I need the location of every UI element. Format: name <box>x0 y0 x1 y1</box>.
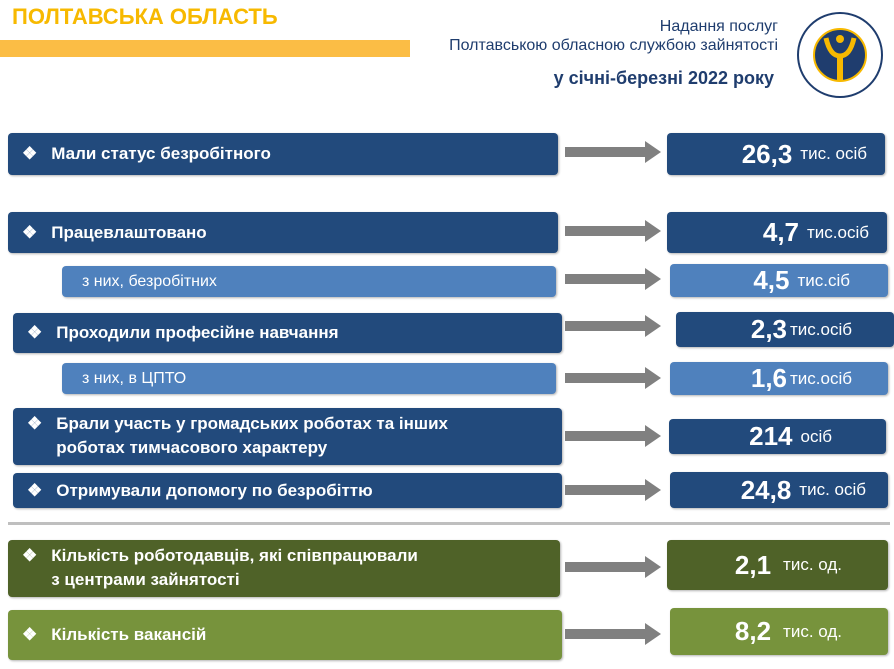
bullet-icon: ❖ <box>22 144 38 163</box>
period: у січні-березні 2022 року <box>553 68 774 88</box>
stat-label-employed: ❖ Працевлаштовано <box>8 212 558 253</box>
value-number: 24,8 <box>740 474 792 505</box>
bullet-icon: ❖ <box>27 323 43 342</box>
value-number: 26,3 <box>741 138 793 169</box>
value-unit: тис.осіб <box>790 368 852 388</box>
label-text: Мали статус безробітного <box>51 144 271 163</box>
stat-value-employers: 2,1 тис. од. <box>667 540 888 590</box>
stat-label-benefits: ❖ Отримували допомогу по безробіттю <box>13 473 562 508</box>
value-unit: тис. од. <box>783 555 842 574</box>
arrow-right-icon <box>565 268 661 290</box>
label-text: Працевлаштовано <box>51 222 207 242</box>
value-number: 2,3 <box>750 314 788 344</box>
label-text: Отримували допомогу по безробіттю <box>56 480 373 500</box>
label-text: з них, в ЦПТО <box>82 369 187 387</box>
stat-label-training-cpto: з них, в ЦПТО <box>62 363 556 394</box>
page-title: ПОЛТАВСЬКА ОБЛАСТЬ <box>12 4 278 29</box>
bullet-icon: ❖ <box>22 222 38 242</box>
stat-label-public-works: ❖ Брали участь у громадських роботах та і… <box>13 408 562 465</box>
arrow-right-icon <box>565 367 661 389</box>
value-number: 8,2 <box>734 616 772 646</box>
bullet-icon: ❖ <box>22 625 38 644</box>
label-line2: роботах тимчасового характеру <box>56 438 328 457</box>
arrow-right-icon <box>565 425 661 447</box>
label-text: з них, безробітних <box>82 272 217 290</box>
value-unit: тис. од. <box>783 621 842 641</box>
subtitle-line2: Полтавською обласною службою зайнятості <box>449 37 778 54</box>
stat-value-unemployed-status: 26,3 тис. осіб <box>667 133 885 175</box>
value-unit: тис.осіб <box>807 222 869 242</box>
label-line2: з центрами зайнятості <box>51 570 240 589</box>
stat-label-unemployed-status: ❖ Мали статус безробітного <box>8 133 558 175</box>
value-unit: осіб <box>800 426 832 446</box>
arrow-right-icon <box>565 556 661 578</box>
value-number: 214 <box>749 421 793 451</box>
value-number: 4,7 <box>762 217 800 247</box>
section-divider <box>8 522 890 525</box>
label-line1: Кількість роботодавців, які співпрацювал… <box>51 546 418 565</box>
employment-service-logo-icon <box>797 12 883 98</box>
stat-label-employed-unemployed: з них, безробітних <box>62 266 556 297</box>
value-unit: тис. осіб <box>799 480 866 499</box>
label-text: Кількість роботодавців, які співпрацювал… <box>51 544 418 592</box>
stat-label-vacancies: ❖ Кількість вакансій <box>8 610 562 660</box>
stat-value-employed: 4,7 тис.осіб <box>667 212 887 253</box>
label-text: Проходили професійне навчання <box>56 323 339 342</box>
value-unit: тис.осіб <box>790 319 852 339</box>
value-number: 2,1 <box>734 549 772 580</box>
arrow-right-icon <box>565 220 661 242</box>
arrow-right-icon <box>565 479 661 501</box>
stat-value-employed-unemployed: 4,5 тис.сіб <box>670 264 888 297</box>
arrow-right-icon <box>565 623 661 645</box>
value-number: 4,5 <box>753 265 790 295</box>
label-line1: Брали участь у громадських роботах та ін… <box>56 414 448 433</box>
bullet-icon: ❖ <box>27 480 43 500</box>
stat-value-vacancies: 8,2 тис. од. <box>670 608 888 655</box>
stat-value-training: 2,3 тис.осіб <box>676 312 894 347</box>
label-text: Кількість вакансій <box>51 625 207 644</box>
stat-value-training-cpto: 1,6 тис.осіб <box>670 362 888 395</box>
stat-label-employers: ❖ Кількість роботодавців, які співпрацюва… <box>8 540 560 597</box>
value-unit: тис.сіб <box>797 270 850 290</box>
value-unit: тис. осіб <box>800 144 867 163</box>
subtitle-line1: Надання послуг <box>659 18 778 35</box>
stat-value-benefits: 24,8 тис. осіб <box>670 472 888 508</box>
bullet-icon: ❖ <box>22 546 38 565</box>
arrow-right-icon <box>565 315 661 337</box>
title-underline-bar <box>0 40 410 57</box>
stat-value-public-works: 214 осіб <box>669 419 886 454</box>
arrow-right-icon <box>565 141 661 163</box>
label-text: Брали участь у громадських роботах та ін… <box>56 412 448 460</box>
bullet-icon: ❖ <box>27 414 43 433</box>
stat-label-training: ❖ Проходили професійне навчання <box>13 313 562 353</box>
value-number: 1,6 <box>750 363 788 393</box>
